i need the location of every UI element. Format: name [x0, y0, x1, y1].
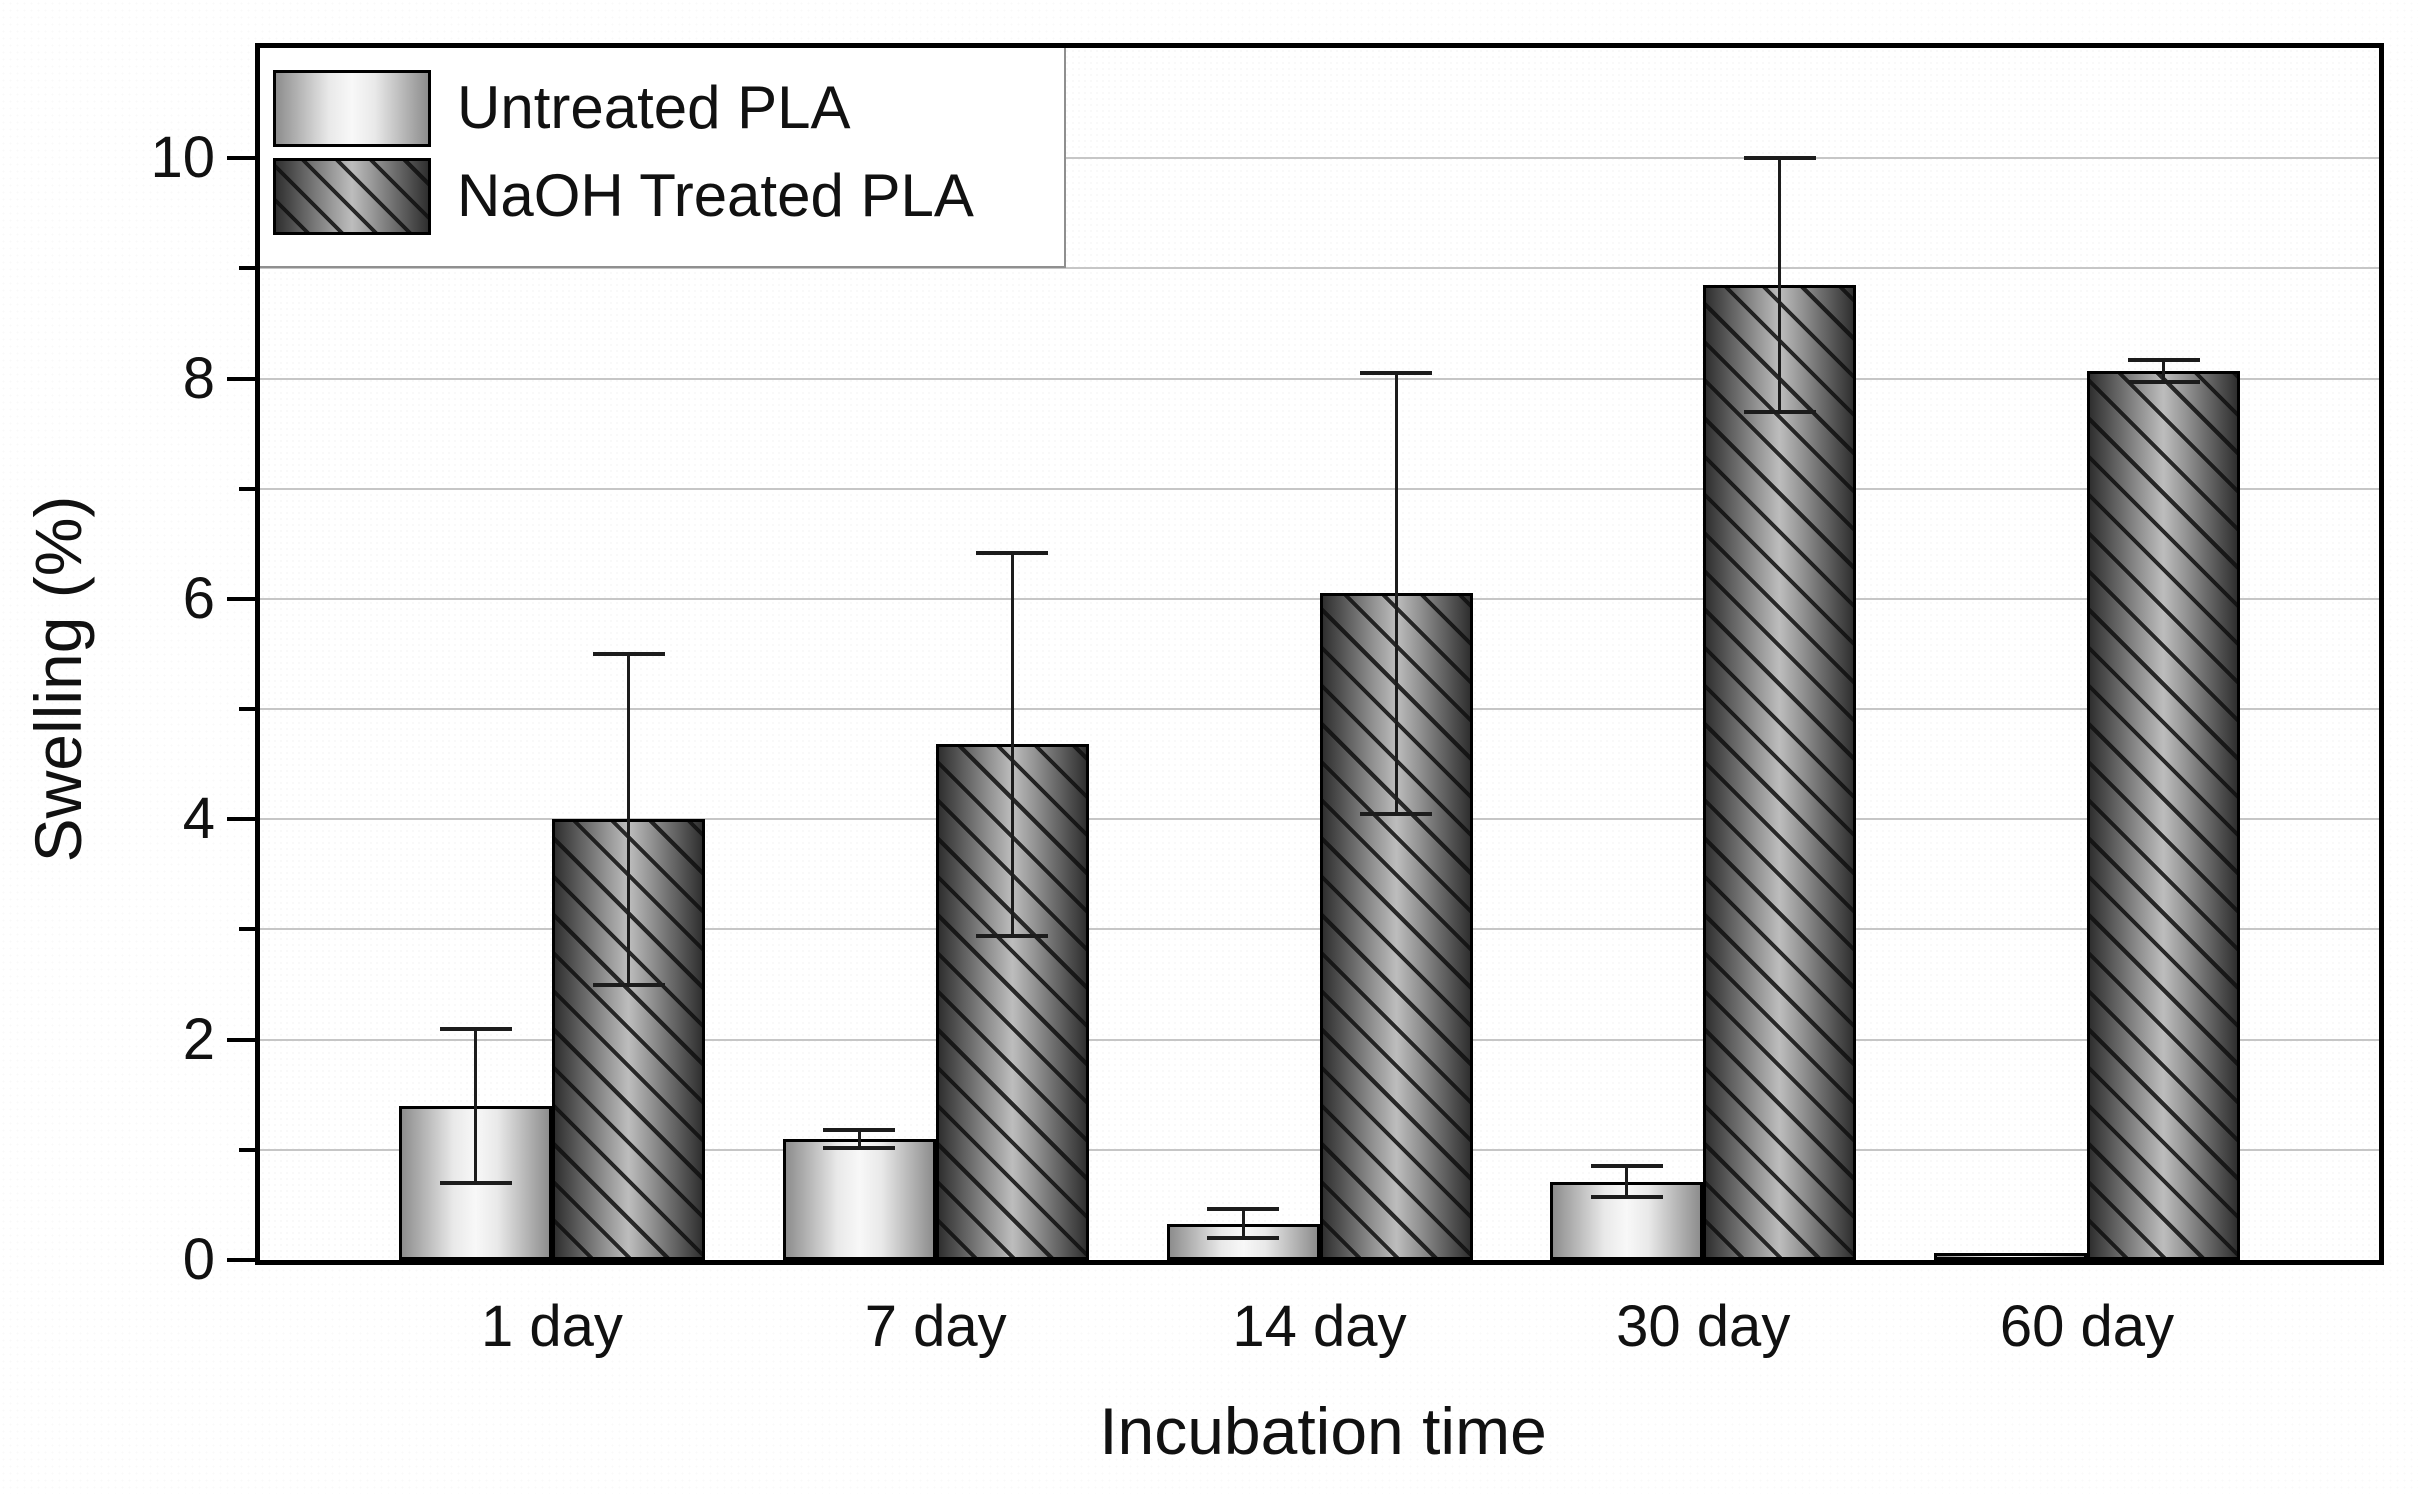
errorbar-30-day — [1778, 158, 1782, 412]
errorbar-cap-bottom — [1743, 409, 1816, 414]
errorbar-cap-top — [592, 652, 665, 656]
errorbar-cap-top — [1590, 1164, 1663, 1169]
ytick-label-4: 4 — [182, 786, 215, 852]
ytick-major-0 — [227, 1258, 255, 1262]
legend-swatch-hatched — [273, 157, 431, 235]
errorbar-cap-bottom — [976, 934, 1049, 939]
bar-naoh-30-day — [1703, 284, 1857, 1260]
bar-untreated-7-day — [782, 1138, 936, 1260]
errorbar-cap-bottom — [1207, 1235, 1279, 1240]
ytick-major-6 — [227, 596, 255, 601]
bar-naoh-60-day — [2087, 370, 2240, 1260]
errorbar-cap-bottom — [823, 1145, 896, 1150]
ytick-label-0: 0 — [182, 1227, 215, 1292]
errorbar-cap-bottom — [1360, 811, 1432, 816]
legend-item-0: Untreated PLA — [273, 69, 1064, 147]
legend-label-1: NaOH Treated PLA — [457, 162, 974, 229]
errorbar-14-day — [1394, 373, 1398, 814]
xtick-label-7-day: 7 day — [864, 1294, 1007, 1359]
xtick-label-60-day: 60 day — [1999, 1294, 2175, 1359]
errorbar-7-day — [1010, 552, 1014, 937]
errorbar-1-day — [474, 1028, 477, 1183]
ytick-label-2: 2 — [182, 1006, 215, 1072]
errorbar-cap-bottom — [439, 1180, 512, 1185]
legend: Untreated PLA NaOH Treated PLA — [260, 48, 1066, 268]
errorbar-cap-top — [976, 550, 1049, 555]
errorbar-cap-bottom — [592, 982, 665, 987]
errorbar-cap-top — [439, 1026, 512, 1031]
errorbar-1-day — [627, 654, 630, 985]
bar-untreated-60-day — [1934, 1253, 2087, 1260]
gridline-10 — [260, 157, 2379, 160]
errorbar-cap-bottom — [2127, 379, 2200, 384]
gridline-8 — [260, 377, 2379, 380]
ytick-major-8 — [227, 376, 255, 381]
legend-item-1: NaOH Treated PLA — [273, 157, 1064, 235]
ytick-minor-3 — [239, 927, 255, 932]
xtick-label-14-day: 14 day — [1232, 1294, 1407, 1359]
ytick-minor-9 — [239, 266, 255, 271]
ytick-major-2 — [227, 1037, 255, 1042]
errorbar-30-day — [1625, 1166, 1629, 1198]
gridline-7 — [260, 487, 2379, 490]
ytick-label-10: 10 — [150, 125, 215, 191]
errorbar-cap-top — [1743, 156, 1816, 161]
xtick-label-30-day: 30 day — [1616, 1294, 1791, 1359]
errorbar-14-day — [1241, 1209, 1245, 1238]
xtick-label-1-day: 1 day — [481, 1294, 623, 1359]
errorbar-cap-top — [1360, 371, 1432, 376]
errorbar-cap-top — [2127, 357, 2200, 362]
ytick-label-8: 8 — [182, 345, 215, 411]
ytick-minor-5 — [239, 707, 255, 712]
x-axis-title: Incubation time — [1099, 1394, 1547, 1468]
ytick-major-4 — [227, 817, 255, 822]
ytick-label-6: 6 — [182, 565, 215, 631]
ytick-minor-7 — [239, 486, 255, 491]
y-axis-title: Swelling (%) — [21, 495, 95, 863]
ytick-minor-1 — [239, 1147, 255, 1152]
errorbar-60-day — [2162, 359, 2165, 382]
legend-swatch-plain — [273, 69, 431, 147]
errorbar-cap-top — [823, 1128, 896, 1132]
plot-area: Untreated PLA NaOH Treated PLA — [255, 43, 2384, 1265]
errorbar-cap-bottom — [1590, 1195, 1663, 1200]
errorbar-cap-top — [1207, 1207, 1279, 1212]
legend-label-0: Untreated PLA — [457, 74, 851, 141]
ytick-major-10 — [227, 156, 255, 161]
errorbar-7-day — [857, 1130, 861, 1148]
gridline-9 — [260, 267, 2379, 270]
